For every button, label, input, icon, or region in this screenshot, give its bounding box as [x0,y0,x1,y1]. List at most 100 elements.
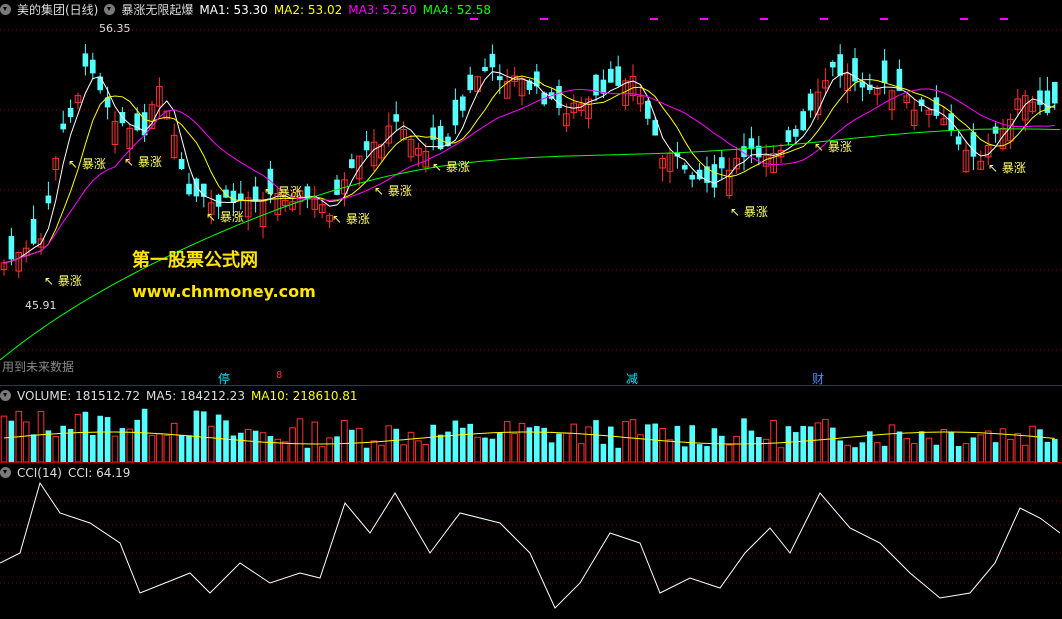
volume-menu-icon[interactable] [0,390,11,401]
candle-body [104,97,111,108]
volume-bar [719,435,725,462]
candle-body [52,157,60,171]
event-tag-eight[interactable]: 8 [276,370,283,381]
candle-body [201,183,207,197]
candle-body [178,158,185,170]
future-marker [1000,18,1008,20]
candle-body [156,86,163,107]
cci-chart[interactable] [0,463,1062,619]
volume-bar [674,425,681,462]
candle-body [378,144,385,159]
candle-body [1029,101,1036,113]
candle-body [608,68,614,83]
candle-body [74,95,82,104]
volume-bar [437,434,444,462]
volume-bar [600,443,607,462]
volume-bar [556,433,562,462]
event-tag-finance[interactable]: 财 [812,372,825,386]
cci-panel[interactable]: CCI(14) CCI: 64.19 [0,463,1062,619]
volume-bar [844,444,851,462]
future-marker [760,18,768,20]
volume-panel[interactable]: VOLUME: 181512.72 MA5: 184212.23 MA10: 218… [0,386,1062,462]
volume-bar [541,427,547,462]
candle-body [814,91,822,116]
volume-bar [585,426,592,462]
volume-chart[interactable] [0,386,1062,462]
candle-body [696,169,703,180]
panel-divider[interactable] [0,385,1062,386]
volume-bar [97,415,103,462]
volume-bar [1052,438,1058,462]
ma1-readout: MA1: 53.30 [199,3,268,17]
candle-body [170,134,178,159]
volume-bar [977,434,985,462]
candle-body [207,202,215,215]
volume-bar [925,437,933,462]
signal-label: ↖ 暴涨 [730,204,768,219]
volume-bar [363,447,370,462]
volume-bar [22,421,30,462]
candle-body [674,152,681,157]
panel-menu-icon[interactable] [0,4,11,15]
indicator-name: 暴涨无限起爆 [121,3,194,17]
candle-body [830,61,836,68]
volume-bar [8,420,15,462]
cci-name: CCI(14) [17,466,62,480]
volume-bar [304,447,311,462]
volume-bar [407,431,415,462]
event-tag-stop[interactable]: 停 [218,372,231,386]
volume-bar [148,434,156,462]
kline-chart[interactable]: ↖ 暴涨 ↖ 暴涨 ↖ 暴涨 ↖ 暴涨 ↖ 暴涨 ↖ 暴涨 ↖ 暴涨 ↖ 暴涨 ↖ 暴涨 ↖ 暴涨… [0,0,1062,385]
volume-bar [430,424,436,462]
indicator-menu-icon[interactable] [104,4,116,15]
cci-menu-icon[interactable] [0,467,11,478]
cci-value: CCI: 64.19 [67,466,131,480]
volume-bar [563,432,570,462]
candle-body [37,238,45,248]
volume-bar [163,434,171,462]
candle-body [526,80,533,90]
volume-bar [1007,438,1014,462]
candle-body [563,113,570,127]
future-data-note: 用到未来数据 [2,360,75,374]
volume-bar [1014,433,1022,462]
candle-body [223,189,229,198]
volume-bar [82,411,89,462]
volume-bar [474,436,481,462]
volume-bar [445,431,451,462]
volume-bar [230,435,237,462]
candle-body [896,68,903,91]
volume-bar [777,447,785,462]
volume-bar [141,408,148,462]
candle-body [111,121,119,145]
volume-bar [482,437,488,462]
candle-body [363,141,370,151]
volume-bar [762,438,770,462]
signal-label: ↖ 暴涨 [264,184,302,199]
volume-readout: VOLUME: 181512.72 [17,389,140,403]
volume-bar [45,430,52,462]
candle-body [30,219,37,244]
volume-bar [267,436,274,462]
event-tag-reduce[interactable]: 减 [626,372,639,386]
kline-panel[interactable]: 美的集团(日线) 暴涨无限起爆 MA1: 53.30 MA2: 53.02 MA3: 5… [0,0,1062,386]
volume-bar [400,444,407,462]
volume-bar [511,433,518,462]
future-marker [960,18,968,20]
volume-bar [186,435,192,462]
future-marker [470,18,478,20]
panel-divider[interactable] [0,462,1062,463]
volume-bar [903,438,911,462]
volume-bar [637,434,644,462]
future-marker [650,18,658,20]
candle-body [370,141,378,167]
candle-body [741,146,747,158]
volume-bar [896,431,903,462]
candle-body [274,192,282,216]
volume-bar [341,419,348,462]
high-price-label: 56.35 [99,22,131,35]
candle-body [977,160,985,170]
candle-body [400,128,407,141]
volume-bar [807,426,814,462]
candle-body [334,179,340,195]
